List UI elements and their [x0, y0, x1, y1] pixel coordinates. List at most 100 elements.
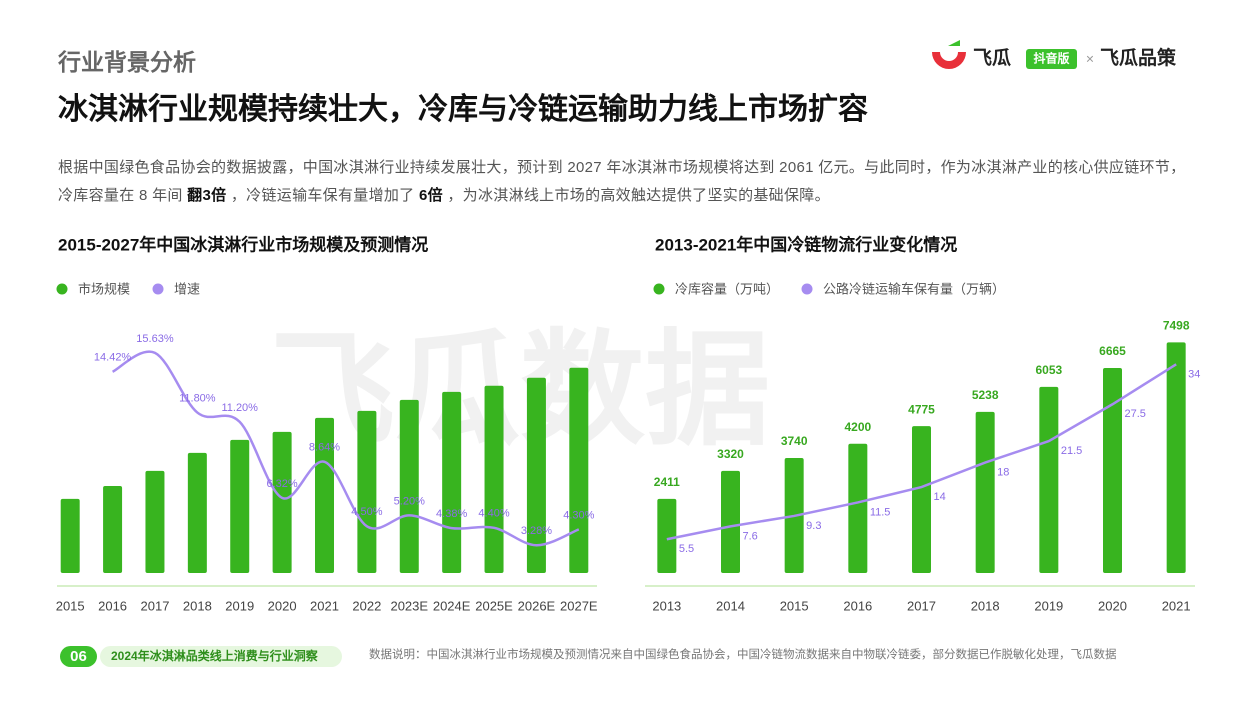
line-value-label: 3.28%: [521, 525, 552, 537]
x-tick-label: 2014: [716, 598, 745, 613]
legend-marker: [56, 283, 68, 295]
bar-value-label: 4200: [844, 420, 871, 434]
bar-value-label: 6053: [1035, 363, 1062, 377]
line-value-label: 5.20%: [394, 495, 425, 507]
page-number: 06: [70, 648, 87, 665]
line-value-label: 6.32%: [267, 478, 298, 490]
x-tick-label: 2022: [352, 598, 381, 613]
intro-text: ，冷链运输车保有量增加了: [226, 187, 419, 204]
line-value-label: 4.30%: [563, 509, 594, 521]
bar-value-label: 5238: [972, 388, 999, 402]
bar: [1039, 386, 1059, 573]
x-tick-label: 2017: [907, 598, 936, 613]
x-tick-label: 2013: [652, 598, 681, 613]
logo: 飞瓜 抖音版 × 飞瓜品策: [932, 40, 1177, 69]
intro-text: ，为冰淇淋线上市场的高效触达提供了坚实的基础保障。: [442, 187, 830, 204]
x-tick-label: 2019: [1034, 598, 1063, 613]
bar: [526, 377, 546, 573]
line-value-label: 11.80%: [179, 392, 216, 404]
line: [111, 350, 580, 547]
line-value-label: 5.5: [679, 543, 694, 555]
line-value-label: 21.5: [1061, 445, 1082, 457]
report-badge: [100, 646, 342, 667]
chart-title: 2015-2027年中国冰淇淋行业市场规模及预测情况: [58, 234, 428, 254]
page-badge: [60, 646, 97, 667]
bar-value-label: 3320: [717, 447, 744, 461]
logo-partner: 飞瓜品策: [1100, 46, 1177, 69]
x-tick-label: 2023E: [390, 598, 428, 613]
intro-highlight: 6倍: [418, 187, 443, 204]
logo-icon: [948, 40, 960, 46]
intro-highlight: 翻3倍: [187, 187, 227, 204]
line-value-label: 11.5: [870, 506, 891, 518]
chart-title: 2013-2021年中国冷链物流行业变化情况: [655, 234, 957, 254]
legend-marker: [653, 283, 665, 295]
legend-label: 市场规模: [78, 281, 130, 296]
line-value-label: 4.38%: [436, 508, 467, 520]
line-value-label: 27.5: [1125, 408, 1146, 420]
logo-badge: 抖音版: [1033, 51, 1069, 66]
line-value-label: 14: [934, 491, 946, 503]
legend-label: 冷库容量（万吨）: [675, 281, 779, 296]
bar: [721, 470, 740, 573]
bar: [1166, 342, 1186, 573]
line-value-label: 11.20%: [221, 402, 258, 414]
line-value-label: 4.50%: [351, 506, 382, 518]
line-value-label: 15.63%: [136, 333, 174, 345]
logo-sep: ×: [1086, 51, 1094, 67]
intro-text: 根据中国绿色食品协会的数据披露，中国冰淇淋行业持续发展壮大，预计到 2027 年…: [58, 159, 1186, 204]
bar-value-label: 2411: [654, 475, 680, 489]
x-tick-label: 2024E: [433, 598, 471, 613]
bar-value-label: 4775: [908, 402, 935, 416]
x-tick-label: 2018: [971, 598, 1000, 613]
bar: [975, 411, 995, 573]
bar: [357, 410, 377, 573]
x-tick-label: 2026E: [518, 598, 556, 613]
line-value-label: 8.64%: [309, 442, 340, 454]
section-title: 行业背景分析: [57, 49, 196, 75]
logo-brand: 飞瓜: [973, 47, 1011, 69]
bar: [848, 443, 868, 573]
x-tick-label: 2021: [1162, 598, 1191, 613]
bar: [230, 439, 250, 573]
bar: [187, 452, 207, 573]
bar: [1103, 367, 1122, 573]
legend-label: 公路冷链运输车保有量（万辆）: [823, 281, 1005, 296]
legend-marker: [801, 283, 813, 295]
legend-marker: [152, 283, 164, 295]
intro-paragraph: 根据中国绿色食品协会的数据披露，中国冰淇淋行业持续发展壮大，预计到 2027 年…: [58, 154, 1198, 210]
bar: [912, 426, 931, 573]
line-value-label: 18: [997, 466, 1009, 478]
x-tick-label: 2019: [225, 598, 254, 613]
logo-badge-bg: [1026, 49, 1077, 69]
line-value-label: 7.6: [743, 530, 758, 542]
x-tick-label: 2018: [183, 598, 212, 613]
bar-value-label: 7498: [1163, 319, 1190, 333]
x-tick-label: 2025E: [475, 598, 513, 613]
line-value-label: 4.40%: [478, 508, 509, 520]
bar: [315, 417, 334, 573]
bar: [569, 367, 589, 573]
x-tick-label: 2027E: [560, 598, 598, 613]
watermark: 飞瓜数据: [270, 321, 770, 460]
bar: [60, 498, 80, 573]
bar: [103, 485, 123, 573]
bar: [399, 399, 419, 573]
x-tick-label: 2015: [56, 598, 85, 613]
line: [666, 363, 1177, 541]
x-tick-label: 2020: [268, 598, 297, 613]
report-name: 2024年冰淇淋品类线上消费与行业洞察: [111, 648, 319, 663]
bar: [657, 498, 677, 573]
bar: [145, 470, 165, 573]
bar: [442, 391, 462, 573]
bar-value-label: 6665: [1099, 344, 1126, 358]
x-tick-label: 2017: [141, 598, 170, 613]
x-tick-label: 2016: [98, 598, 127, 613]
line-value-label: 14.42%: [94, 352, 132, 364]
x-tick-label: 2016: [843, 598, 872, 613]
x-tick-label: 2021: [310, 598, 339, 613]
x-tick-label: 2020: [1098, 598, 1127, 613]
legend-label: 增速: [174, 281, 200, 296]
x-tick-label: 2015: [780, 598, 809, 613]
